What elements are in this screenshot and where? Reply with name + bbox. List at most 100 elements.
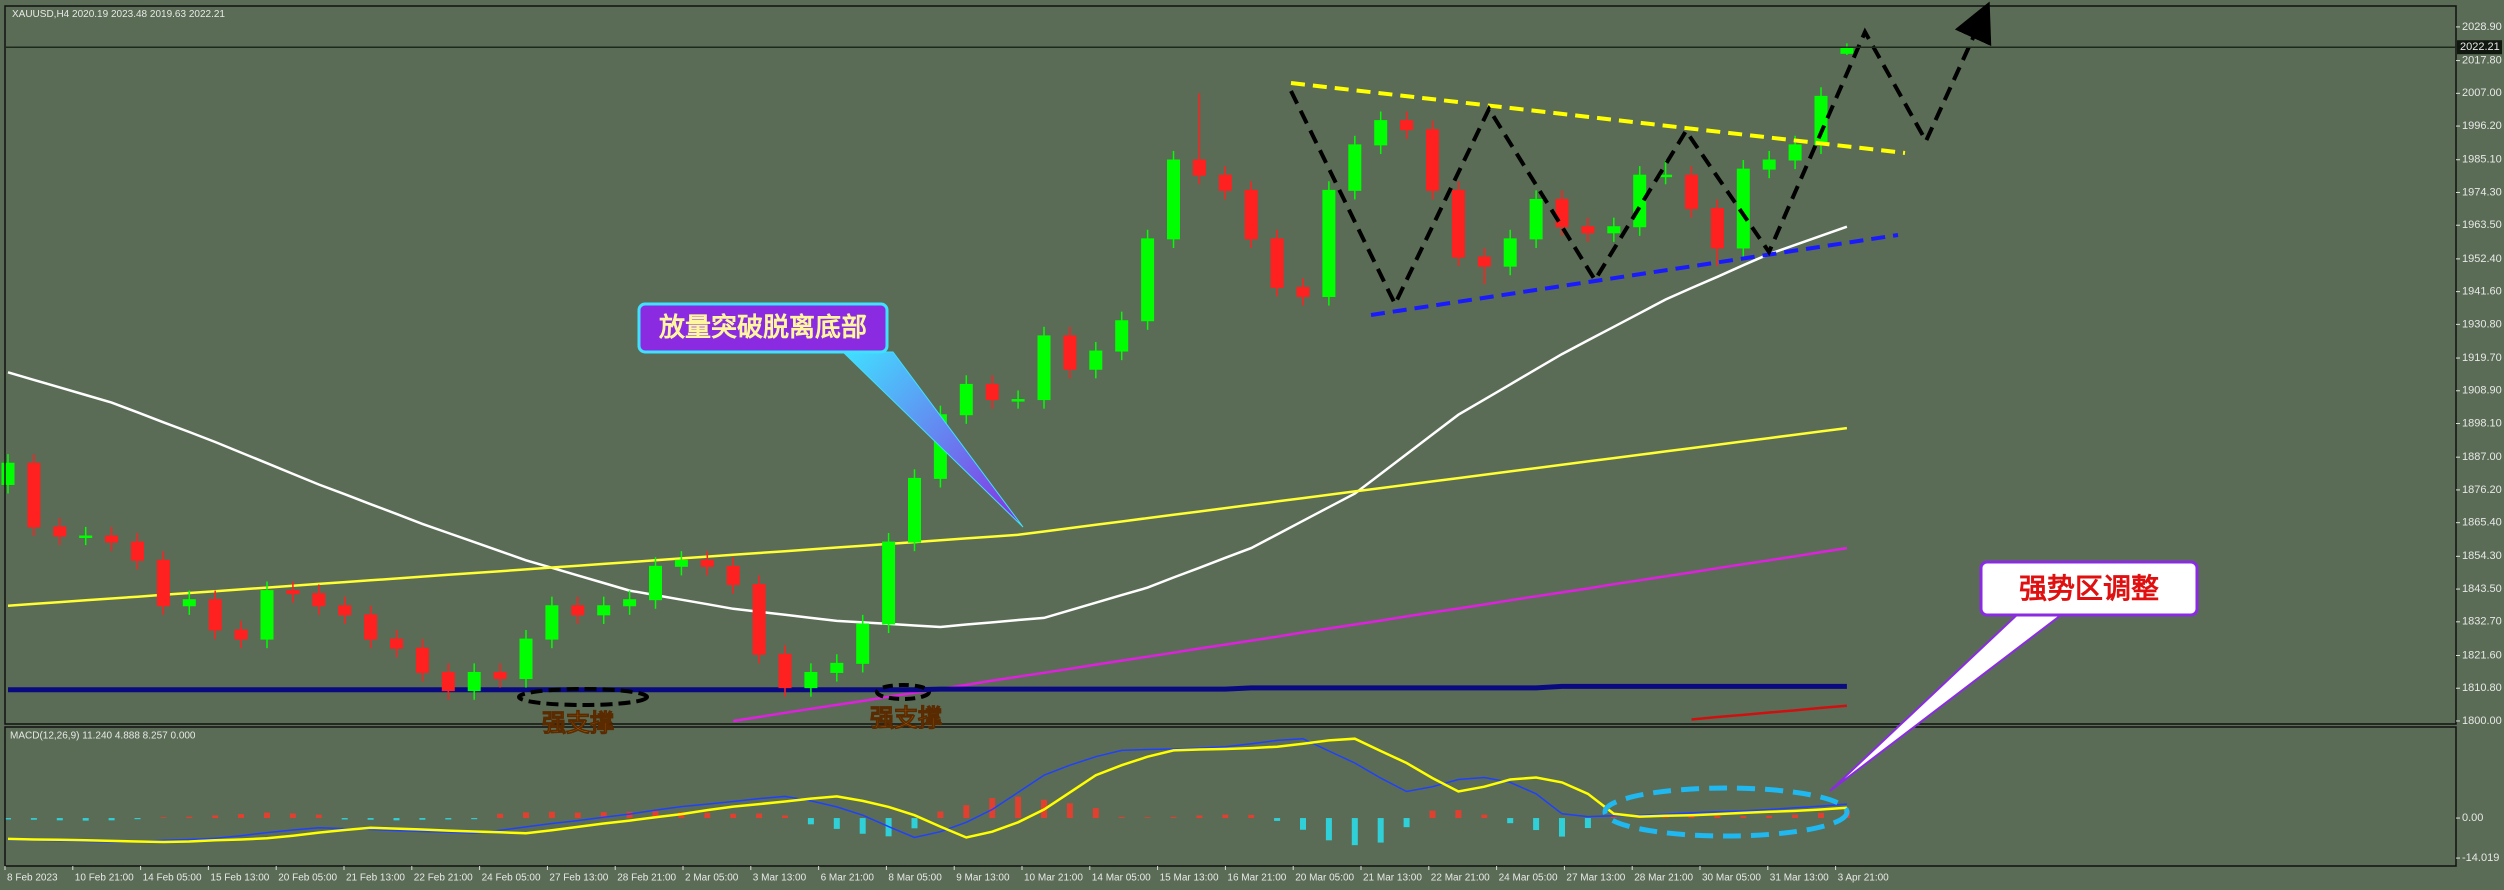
candle-body [260, 590, 274, 640]
x-tick-label: 31 Mar 13:00 [1770, 873, 1829, 884]
candle-body [623, 599, 637, 607]
y-tick-label: 1832.70 [2462, 616, 2502, 628]
candle-body [1374, 120, 1388, 146]
candle-body [1736, 168, 1750, 249]
y-tick-label: 1821.60 [2462, 649, 2502, 661]
moving-average [8, 683, 1847, 693]
macd-area [5, 737, 1850, 846]
x-tick-label: 22 Mar 21:00 [1431, 873, 1490, 884]
x-tick-label: 3 Apr 21:00 [1838, 873, 1890, 884]
macd-histogram-bar [289, 813, 296, 819]
resistance-line [1290, 81, 1906, 155]
candle-body [830, 662, 844, 673]
candle-body [959, 383, 973, 416]
support-ellipse [517, 687, 649, 707]
x-tick-label: 21 Mar 13:00 [1363, 873, 1422, 884]
y-tick-label: 2028.90 [2462, 21, 2502, 33]
candle-body [286, 590, 300, 595]
macd-histogram-bar [1351, 818, 1358, 846]
y-tick-label: 1908.90 [2462, 385, 2502, 397]
macd-histogram-bar [1533, 818, 1540, 831]
candle-body [1141, 238, 1155, 322]
candle-body [1192, 159, 1206, 176]
macd-histogram-bar [1325, 818, 1332, 841]
candle-body [467, 671, 481, 692]
macd-histogram-bar [574, 812, 581, 819]
candle-body [1296, 286, 1310, 297]
y-tick-label: 1952.40 [2462, 253, 2502, 265]
candle-body [1322, 189, 1336, 297]
x-tick-label: 27 Feb 13:00 [549, 873, 608, 884]
candle-body [1451, 189, 1465, 258]
x-tick-label: 10 Mar 21:00 [1024, 873, 1083, 884]
macd-histogram-bar [963, 805, 970, 819]
macd-histogram-bar [134, 818, 141, 820]
price-label: 2022.21 [2460, 41, 2500, 53]
y-tick-label: 1887.00 [2462, 451, 2502, 463]
macd-histogram-bar [471, 818, 478, 820]
candle-body [1710, 208, 1724, 249]
candle-body [1581, 226, 1595, 234]
macd-histogram-bar [1377, 818, 1384, 843]
candle-body [1555, 198, 1569, 228]
candle-body [53, 526, 67, 537]
macd-histogram-bar [807, 818, 814, 825]
candle-body [804, 671, 818, 689]
zigzag-path [1289, 1, 1992, 309]
moving-average [1691, 704, 1848, 721]
x-tick-label: 20 Feb 05:00 [278, 873, 337, 884]
macd-histogram-bar [1144, 817, 1151, 819]
candle-body [597, 605, 611, 616]
macd-histogram-bar [1092, 808, 1099, 819]
candle-body [1477, 256, 1491, 267]
candle-body [1426, 129, 1439, 191]
close-value: 2022.21 [189, 9, 226, 20]
macd-histogram-bar [1300, 818, 1306, 830]
y-tick-label: 1810.80 [2462, 682, 2502, 694]
macd-histogram-bar [238, 814, 245, 819]
macd-histogram-bar [1714, 815, 1721, 819]
candle-body [441, 671, 455, 692]
candle-body [908, 477, 921, 543]
y-tick-label: 2017.80 [2462, 54, 2502, 66]
macd-frame [4, 726, 2457, 867]
macd-histogram-bar [548, 811, 555, 819]
macd-signal-line [7, 737, 1847, 844]
macd-histogram-bar [264, 812, 270, 819]
candle-body [519, 638, 533, 680]
callout-text: 强势区调整 [2019, 572, 2159, 605]
macd-histogram-bar [1196, 815, 1203, 819]
macd-histogram-bar [1066, 803, 1073, 819]
macd-histogram-bar [937, 811, 944, 819]
x-tick-label: 15 Feb 13:00 [210, 873, 269, 884]
x-tick-label: 2 Mar 05:00 [685, 873, 739, 884]
y-tick-label: 1843.50 [2462, 583, 2502, 595]
macd-histogram-bar [1740, 816, 1747, 819]
candle-body [571, 605, 585, 616]
symbol: XAUUSD,H4 [12, 9, 70, 20]
macd-histogram-bar [859, 818, 866, 834]
macd-histogram-bar [367, 818, 374, 820]
candle-body [1633, 174, 1647, 228]
x-tick-label: 28 Mar 21:00 [1634, 873, 1693, 884]
x-tick-label: 14 Feb 05:00 [143, 873, 202, 884]
candle-body [27, 462, 41, 528]
support-label: 强支撑 [542, 708, 614, 737]
callout-box [637, 302, 889, 354]
macd-histogram-bar [1766, 815, 1773, 819]
candle-body [312, 593, 326, 607]
x-tick-label: 10 Feb 21:00 [75, 873, 134, 884]
candle-body [1244, 189, 1258, 240]
macd-histogram-bar [82, 818, 89, 821]
moving-average [733, 546, 1848, 723]
candle-body [364, 614, 378, 640]
macd-histogram-bar [445, 818, 452, 820]
macd-histogram-bar [1559, 818, 1565, 837]
macd-histogram-bar [782, 815, 788, 819]
macd-histogram-bar [1222, 814, 1229, 819]
candle-body [1167, 159, 1180, 240]
candle-body [700, 559, 714, 567]
macd-histogram-bar [600, 812, 607, 819]
price-label-box [2457, 40, 2502, 55]
